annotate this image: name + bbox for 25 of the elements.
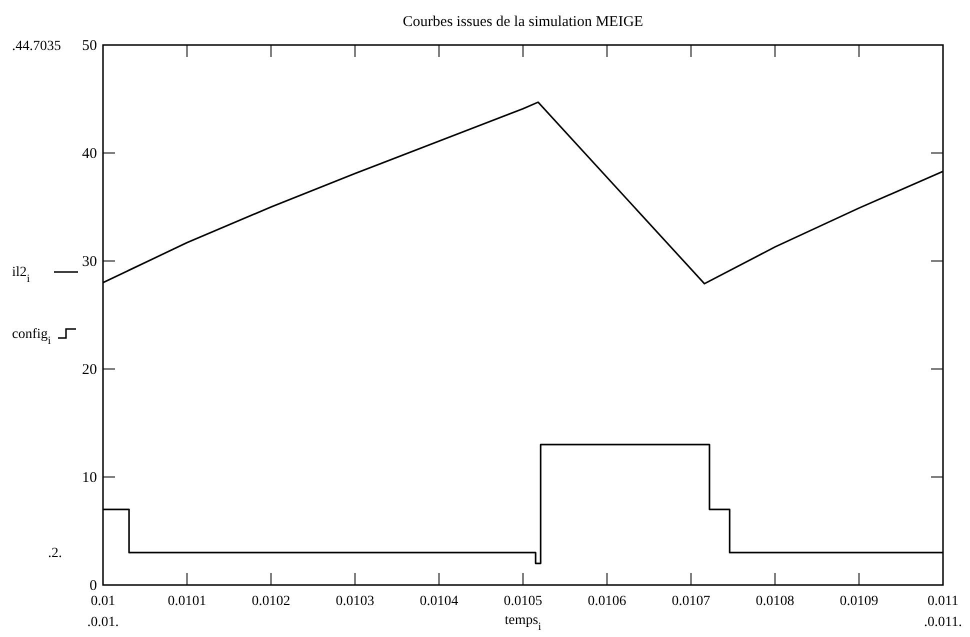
legend-label: il2$_{i}$: [12, 265, 30, 285]
x-tick-label: 0.0108: [756, 594, 794, 609]
x-tick-label: 0.0102: [252, 594, 290, 609]
legend-label: config$_{i}$: [12, 327, 51, 347]
x-tick-label: 0.0105: [504, 594, 542, 609]
text: .0.011.: [924, 615, 962, 630]
x-tick-label: 0.01: [90, 594, 116, 609]
x-tick-label: 0.0104: [420, 594, 458, 609]
x-tick-label: 0.0103: [336, 594, 374, 609]
text: .2.: [48, 546, 62, 561]
x-axis-title: temps$_{i}$: [504, 613, 542, 633]
x-tick-label: 0.0101: [168, 594, 206, 609]
x-tick-label: 0.0106: [588, 594, 626, 609]
y-tick-label: 50: [82, 38, 97, 54]
x-tick-label: 0.011: [928, 594, 958, 609]
text: .44.7035: [12, 39, 61, 54]
chart-title: Courbes issues de la simulation MEIGE: [402, 14, 644, 30]
y-tick-label: 20: [82, 362, 97, 378]
x-tick-label: 0.0107: [672, 594, 710, 609]
text: .0.01.: [87, 615, 119, 630]
y-tick-label: 40: [82, 146, 97, 162]
y-tick-label: 30: [82, 254, 97, 270]
y-tick-label: 10: [82, 470, 97, 486]
y-tick-label: 0: [90, 578, 97, 594]
x-tick-label: 0.0109: [840, 594, 878, 609]
